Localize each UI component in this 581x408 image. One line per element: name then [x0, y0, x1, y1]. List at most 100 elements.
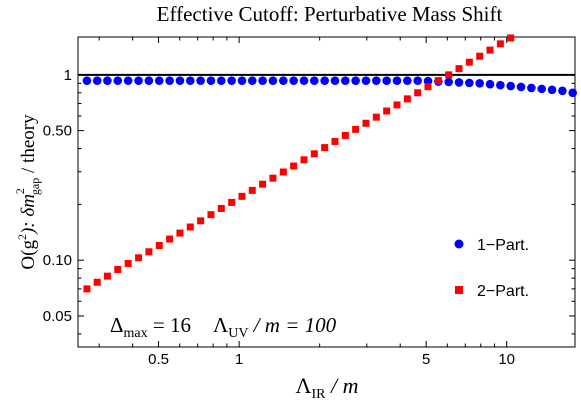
point-1part	[310, 76, 319, 85]
x-axis-label-main: Λ	[296, 373, 312, 398]
point-2part	[197, 217, 205, 225]
point-2part	[496, 40, 504, 48]
y-tick-label: 0.50	[43, 123, 72, 140]
point-1part	[185, 76, 195, 85]
point-1part	[558, 86, 567, 96]
point-2part	[321, 144, 329, 152]
legend-marker-1part	[454, 239, 464, 249]
y-tick-label: 0.10	[43, 252, 72, 269]
annot-delta-sub: max	[124, 326, 148, 341]
point-2part	[279, 168, 287, 176]
point-2part	[383, 107, 391, 115]
annot-eq1: = 16	[148, 313, 191, 337]
point-1part	[175, 76, 185, 85]
point-1part	[465, 78, 474, 88]
point-1part	[413, 76, 422, 85]
point-1part	[134, 76, 143, 85]
x-tick-label: 0.5	[148, 351, 169, 368]
annot-lambda: Λ	[213, 313, 229, 337]
annot-eq2: / m = 100	[248, 313, 336, 337]
point-2part	[414, 89, 422, 97]
point-1part	[496, 80, 505, 90]
legend-label-2part: 2−Part.	[477, 283, 529, 300]
point-1part	[547, 85, 557, 95]
point-1part	[475, 79, 484, 88]
annot-delta: Δ	[110, 313, 124, 337]
point-2part	[434, 77, 442, 85]
point-1part	[392, 76, 402, 85]
point-1part	[537, 84, 547, 94]
point-2part	[103, 272, 111, 280]
point-2part	[403, 95, 411, 103]
point-1part	[123, 76, 133, 85]
point-1part	[113, 76, 123, 85]
point-2part	[166, 235, 174, 243]
point-1part	[341, 76, 350, 85]
x-axis-label-rest: / m	[325, 373, 358, 398]
point-1part	[361, 76, 371, 85]
point-2part	[455, 65, 463, 73]
point-1part	[444, 77, 453, 87]
point-2part	[476, 52, 484, 60]
point-2part	[155, 241, 163, 249]
y-axis-label-sub: gap	[28, 178, 42, 195]
point-1part	[227, 76, 236, 85]
point-2part	[269, 174, 277, 182]
point-1part	[289, 76, 298, 85]
point-2part	[372, 113, 380, 121]
legend-marker-2part	[455, 286, 463, 294]
point-2part	[217, 205, 225, 213]
point-2part	[507, 34, 515, 42]
point-2part	[228, 198, 236, 206]
point-2part	[290, 162, 298, 170]
point-1part	[206, 76, 216, 85]
point-1part	[330, 76, 340, 85]
point-2part	[445, 71, 453, 79]
point-1part	[237, 76, 247, 85]
point-1part	[92, 76, 102, 85]
y-tick-label: 0.05	[43, 308, 72, 325]
point-1part	[154, 76, 164, 85]
y-axis-label-pre: O(g	[18, 240, 39, 270]
point-2part	[310, 150, 318, 158]
point-1part	[258, 76, 267, 85]
point-2part	[248, 186, 256, 194]
x-tick-label: 1	[235, 351, 243, 368]
legend-label-1part: 1−Part.	[477, 237, 529, 254]
point-1part	[568, 88, 578, 98]
point-2part	[145, 248, 153, 256]
point-2part	[331, 137, 339, 145]
point-1part	[196, 76, 205, 85]
tick-marks	[78, 37, 575, 347]
point-1part	[144, 76, 154, 85]
point-1part	[485, 79, 495, 89]
y-axis-label: O(g2): δm2gap / theory	[13, 114, 42, 270]
point-2part	[238, 192, 246, 200]
point-1part	[372, 76, 381, 85]
point-2part	[300, 156, 308, 164]
x-axis-label-sub: IR	[311, 387, 326, 402]
x-tick-label: 10	[498, 351, 515, 368]
point-2part	[135, 254, 143, 262]
point-1part	[506, 81, 516, 91]
point-1part	[454, 78, 464, 87]
point-2part	[352, 125, 360, 133]
parameters-annotation: Δmax = 16 ΛUV / m = 100	[110, 313, 337, 341]
tick-labels: 0.5 1 5 10 0.05 0.10 0.50 1	[43, 67, 515, 368]
point-1part	[403, 76, 412, 85]
point-2part	[186, 223, 194, 231]
point-1part	[382, 76, 391, 85]
point-1part	[351, 76, 360, 85]
point-1part	[217, 76, 226, 85]
point-1part	[82, 76, 92, 85]
point-2part	[341, 131, 349, 139]
x-axis-label: ΛIR / m	[296, 373, 359, 402]
point-1part	[165, 76, 174, 85]
y-axis-label-mid: ): δm	[18, 194, 39, 235]
point-2part	[362, 119, 370, 127]
point-2part	[486, 46, 494, 54]
point-2part	[93, 278, 101, 286]
y-axis-label-post: / theory	[18, 114, 39, 178]
point-1part	[320, 76, 329, 85]
